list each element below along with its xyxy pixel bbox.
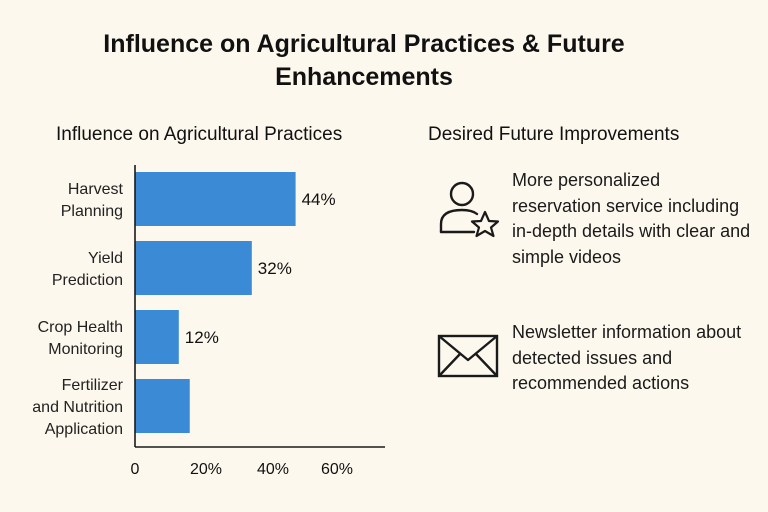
bar — [135, 172, 296, 226]
envelope-icon — [437, 334, 499, 378]
bar — [135, 379, 190, 433]
user-star-icon — [439, 181, 500, 238]
value-label: 32% — [258, 259, 292, 278]
chart-title: Influence on Agricultural Practices — [56, 124, 343, 145]
category-label: Fertilizer — [62, 377, 124, 394]
value-label: 12% — [185, 328, 219, 347]
bar — [135, 310, 179, 364]
x-tick-label: 0 — [131, 461, 140, 478]
category-label: Prediction — [52, 272, 123, 289]
improvement-item: More personalized reservation service in… — [436, 168, 756, 278]
category-label: Monitoring — [48, 341, 123, 358]
bar — [135, 241, 252, 295]
category-label: and Nutrition — [32, 399, 123, 416]
x-tick-label: 40% — [257, 461, 289, 478]
category-label: Crop Health — [38, 319, 123, 336]
improvement-text: Newsletter information about detected is… — [512, 322, 742, 393]
category-label: Planning — [61, 203, 123, 220]
value-label: 44% — [302, 190, 336, 209]
improvements-title: Desired Future Improvements — [428, 124, 680, 145]
category-label: Harvest — [68, 181, 124, 198]
category-label: Yield — [88, 250, 123, 267]
category-label: Application — [45, 421, 123, 438]
x-tick-label: 60% — [321, 461, 353, 478]
x-tick-label: 20% — [190, 461, 222, 478]
improvement-text: More personalized reservation service in… — [512, 170, 751, 267]
page-title: Influence on Agricultural Practices & Fu… — [103, 30, 625, 91]
improvement-item: Newsletter information about detected is… — [436, 320, 756, 430]
